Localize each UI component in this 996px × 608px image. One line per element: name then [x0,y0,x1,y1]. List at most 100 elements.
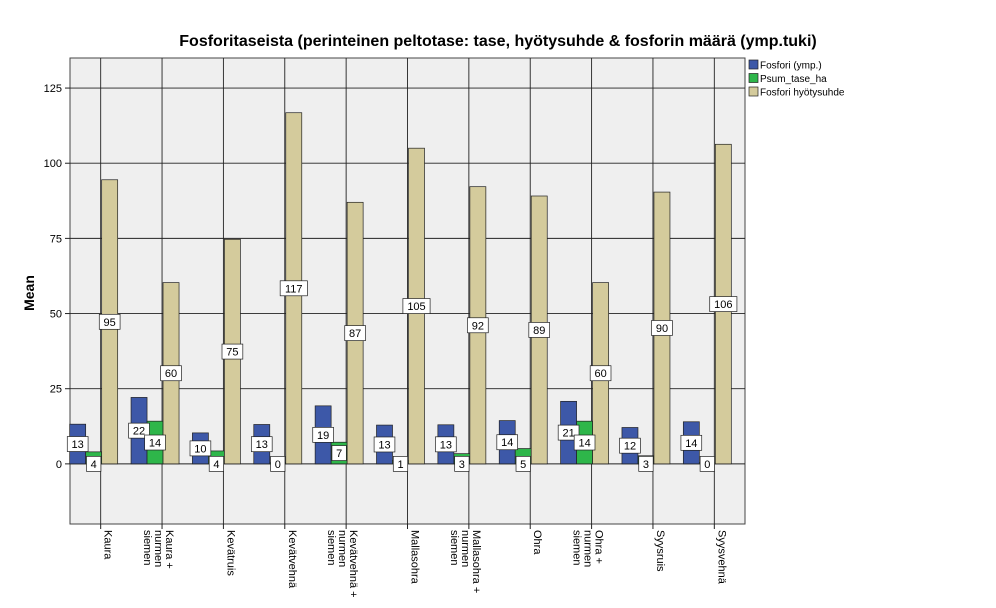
data-label-box [435,436,457,453]
data-label: 14 [501,437,513,449]
data-label: 0 [704,459,710,471]
y-tick-label: 50 [50,309,62,321]
x-tick-label: nurmen [582,530,594,567]
data-label-box [589,365,612,382]
data-label: 4 [91,459,97,471]
legend-swatch [748,59,759,70]
data-label: 13 [378,439,390,451]
data-label-box [373,436,396,453]
data-label: 0 [275,459,281,471]
x-tick-label: Kaura + [163,530,175,569]
data-label-box [496,434,518,451]
data-label-box [98,313,121,330]
data-label-box [515,456,531,472]
data-labels: 13 4 95 22 14 60 10 4 75 13 0 117 19 7 87 13 1 105 13 3 92 14… [66,280,738,472]
x-tick-label: Syysvehnä [715,530,727,585]
data-label-box [221,343,244,360]
data-label: 12 [624,441,636,453]
legend-swatch [748,73,759,83]
data-label-box [573,434,596,451]
data-label: 95 [104,317,116,329]
x-tick-label: nurmen [152,530,164,567]
legend: Fosfori (ymp.) Psum_tase_ha Fosfori hyötys… [748,59,845,99]
data-label: 14 [149,438,161,450]
x-tick-label: Ohra + [593,530,605,564]
data-label-box [454,456,470,472]
data-label-box [638,456,654,472]
data-label-box [312,427,334,443]
data-label: 14 [685,438,697,450]
data-label-box [680,434,703,451]
data-label: 13 [256,439,268,451]
x-tick-label: siemen [448,530,460,565]
y-tick-label: 0 [56,459,62,471]
data-label: 22 [133,426,145,438]
data-label-box [144,434,166,451]
x-tick-label: Kevätvehnä [286,530,298,589]
data-label: 87 [349,328,361,340]
data-label: 21 [562,428,574,440]
x-tick-label: Kevätvehnä + [347,530,359,598]
x-tick-label: Kaura [102,530,114,560]
data-label-box [128,422,150,439]
y-axis-label: Mean [21,275,37,311]
data-label: 1 [397,459,403,471]
data-label: 19 [317,430,329,442]
x-tick-label: nurmen [459,530,471,567]
data-label-box [279,280,308,297]
data-label: 60 [594,368,606,380]
data-label: 7 [336,448,342,460]
x-tick-label: Mallasohra [409,530,421,585]
data-label-box [402,298,431,314]
data-label: 117 [285,283,303,295]
x-tick-label: Syysruis [654,530,666,572]
x-tick-label: Kevätruis [224,530,236,576]
data-label: 106 [714,299,732,311]
data-label-box [557,424,580,441]
data-label: 92 [472,320,484,332]
legend-label: Fosfori hyötysuhde [760,88,845,99]
data-label-box [270,456,286,472]
data-label: 75 [226,347,238,359]
data-label: 60 [165,368,177,380]
y-tick-label: 125 [44,83,62,95]
data-label-box [467,317,489,334]
data-label: 3 [459,459,465,471]
data-label-box [709,296,738,312]
legend-label: Psum_tase_ha [760,74,827,85]
data-label: 14 [578,438,590,450]
data-label: 10 [194,443,206,455]
y-tick-label: 25 [50,384,62,396]
data-label-box [392,456,409,472]
data-label: 3 [643,459,649,471]
data-label-box [651,320,673,336]
x-tick-label: siemen [141,530,153,565]
x-tick-label: siemen [571,530,583,565]
y-axis-ticks: 0 25 50 75 100 125 [44,83,70,471]
chart-title: Fosforitaseista (perinteinen peltotase: … [179,33,816,50]
data-label-box [208,456,224,472]
x-tick-label: siemen [325,530,337,565]
data-label: 13 [440,439,452,451]
legend-label: Fosfori (ymp.) [760,61,822,72]
data-label-box [160,365,182,382]
data-label: 89 [533,325,545,337]
x-tick-label: nurmen [336,530,348,567]
data-label-box [66,436,89,452]
data-label: 90 [656,323,668,335]
data-label: 5 [520,459,526,471]
data-label: 13 [72,439,84,451]
data-label-box [331,445,347,461]
y-tick-label: 75 [50,233,62,245]
data-label-box [619,437,641,454]
data-label-box [251,436,273,453]
x-tick-label: Mallasohra + [470,530,482,593]
x-tick-label: Ohra [531,530,543,555]
data-label-box [189,440,212,457]
data-label-box [86,456,102,472]
data-label-box [699,456,715,472]
data-label-box [344,325,366,341]
data-label: 4 [213,459,219,471]
